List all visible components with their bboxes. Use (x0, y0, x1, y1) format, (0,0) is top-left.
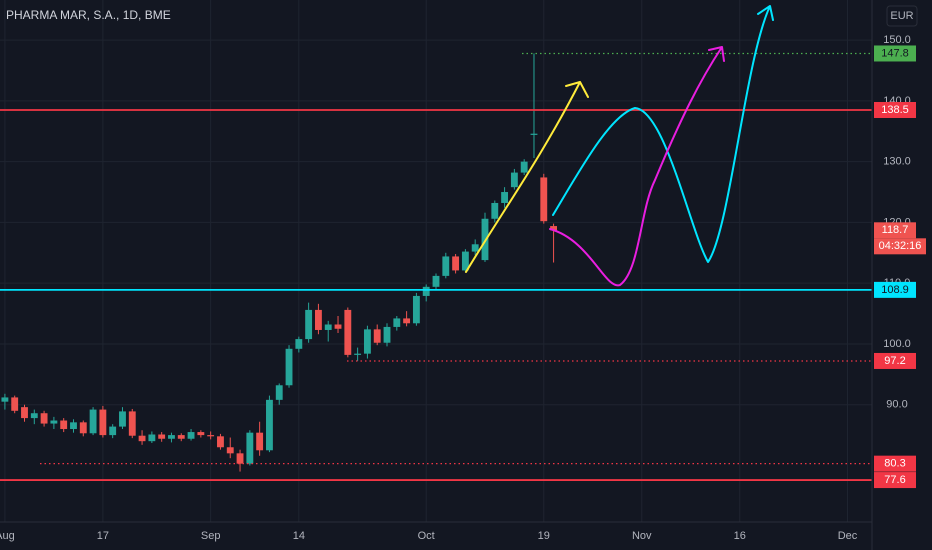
y-tick-label: 150.0 (883, 34, 911, 46)
candle-body (177, 435, 185, 439)
candle-body (510, 172, 518, 188)
candle-body (138, 435, 146, 442)
candle-body (305, 309, 313, 340)
y-tick-label: 90.0 (886, 399, 907, 411)
candle-body (550, 226, 558, 231)
currency-box (886, 5, 918, 27)
currency: EUR (890, 10, 913, 22)
level-label-box (874, 455, 916, 472)
yellow-arrow (465, 81, 589, 273)
candle-body (226, 447, 234, 454)
grid (0, 0, 872, 522)
candle-body (168, 435, 175, 439)
candle-body (471, 244, 479, 252)
candle-body (187, 432, 195, 439)
level-label-box (874, 472, 916, 489)
candle-body (403, 318, 411, 324)
x-tick-label: 17 (97, 530, 109, 542)
candle-body (256, 432, 264, 451)
x-tick-label: Dec (838, 530, 858, 542)
level-label-box (874, 101, 916, 118)
candle-body (99, 409, 107, 436)
x-tick-label: Oct (418, 530, 435, 542)
candle-body (344, 309, 352, 355)
candle-body (314, 309, 322, 330)
countdown-label: 04:32:16 (879, 240, 922, 252)
candle-body (89, 409, 97, 434)
candle-body (246, 432, 254, 464)
level-label-box (874, 281, 916, 298)
last-price-box (874, 222, 916, 239)
candle-body (217, 436, 224, 448)
candle-body (530, 133, 538, 135)
x-tick-label: 19 (538, 530, 550, 542)
magenta-arrow (549, 46, 725, 287)
candle-body (1, 397, 9, 402)
level-label: 80.3 (884, 458, 905, 470)
level-label-box (874, 352, 916, 369)
candle-body (266, 399, 273, 451)
candle-body (30, 413, 38, 419)
level-label: 108.9 (881, 284, 909, 296)
candle-body (442, 256, 450, 276)
candle-body (422, 286, 430, 296)
candle-body (373, 329, 381, 343)
candle-body (324, 324, 332, 330)
candle-body (393, 318, 401, 327)
x-tick-label: 16 (734, 530, 746, 542)
level-label: 97.2 (884, 355, 905, 367)
candle-body (109, 426, 117, 436)
y-tick-label: 130.0 (883, 156, 911, 168)
x-tick-label: 14 (293, 530, 305, 542)
candle-body (540, 177, 548, 222)
candle-body (432, 275, 440, 287)
candle-body (50, 420, 58, 424)
candle-body (11, 397, 19, 411)
candle-body (40, 413, 48, 424)
candle-body (119, 411, 126, 427)
x-tick-label: Sep (201, 530, 221, 542)
candle-body (491, 202, 499, 219)
candle-body (412, 295, 420, 324)
level-label: 138.5 (881, 104, 909, 116)
candle-body (334, 324, 342, 329)
candle-body (158, 434, 166, 439)
level-label: 77.6 (884, 474, 905, 486)
candle-body (354, 353, 362, 355)
candle-body (128, 411, 136, 436)
candle-body (148, 434, 156, 442)
chart-title: PHARMA MAR, S.A., 1D, BME (6, 8, 171, 22)
cyan-arrow (552, 5, 774, 263)
axes: 90.0100.0110.0120.0130.0140.0150.0Aug17S… (0, 34, 926, 542)
x-tick-label: Aug (0, 530, 15, 542)
drawings (465, 5, 774, 287)
candle-body (363, 329, 371, 354)
candle-body (452, 256, 460, 271)
candle-body (236, 453, 244, 464)
candle-body (21, 407, 28, 419)
last-price-label: 118.7 (882, 224, 909, 236)
candle-body (70, 422, 77, 430)
candle-body (461, 251, 469, 271)
x-tick-label: Nov (632, 530, 652, 542)
y-tick-label: 100.0 (883, 338, 911, 350)
candle-body (197, 432, 205, 436)
levels (0, 52, 872, 481)
candle-body (275, 385, 283, 400)
countdown-box (874, 238, 926, 255)
candle-body (79, 422, 87, 434)
candle-body (207, 435, 215, 437)
candle-body (501, 192, 509, 203)
candle-body (60, 420, 68, 430)
level-label: 147.8 (881, 47, 909, 59)
candle-body (295, 339, 303, 349)
candle-body (285, 348, 293, 386)
candle-body (383, 326, 391, 343)
candle-body (520, 161, 528, 173)
level-label-box (874, 45, 916, 62)
